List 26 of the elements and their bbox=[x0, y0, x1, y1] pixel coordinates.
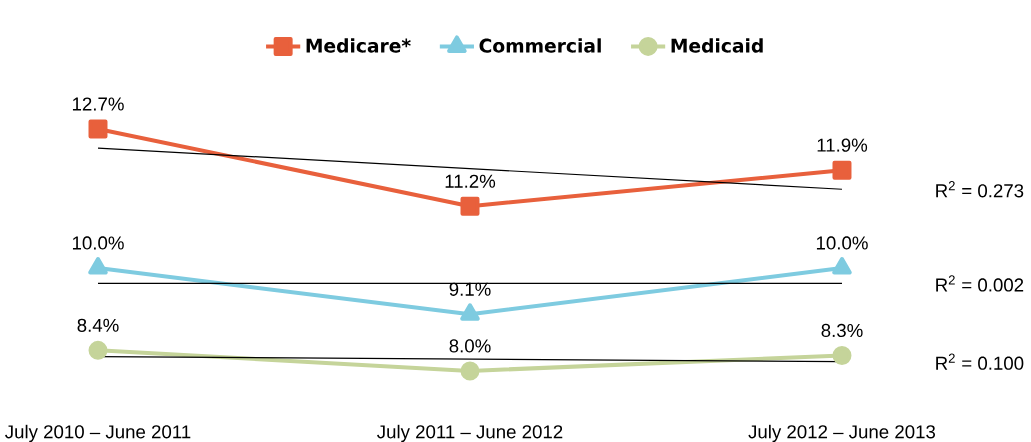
legend-label: Medicaid bbox=[671, 38, 763, 53]
point bbox=[832, 160, 852, 180]
point bbox=[460, 196, 480, 216]
data-label: 10.0% bbox=[72, 236, 124, 250]
point bbox=[460, 361, 480, 381]
data-label: 8.3% bbox=[821, 323, 863, 338]
point bbox=[88, 119, 108, 139]
point bbox=[88, 257, 108, 275]
data-label: 11.2% bbox=[445, 174, 496, 188]
point bbox=[832, 257, 852, 275]
data-label: 12.7% bbox=[72, 97, 124, 111]
text: R$^{2}$ = 0.100 bbox=[936, 353, 1024, 370]
x-tick-label: July 2010 – June 2011 bbox=[5, 424, 191, 442]
point bbox=[88, 340, 108, 360]
data-label: 11.9% bbox=[817, 138, 868, 152]
x-tick-label: July 2011 – June 2012 bbox=[377, 424, 563, 442]
x-tick-label: July 2012 – June 2013 bbox=[748, 424, 936, 442]
point bbox=[460, 303, 480, 321]
data-label: 8.0% bbox=[449, 339, 491, 353]
point bbox=[832, 346, 852, 366]
data-label: 10.0% bbox=[816, 236, 868, 250]
legend-label: Medicare* bbox=[306, 38, 411, 53]
text: R$^{2}$ = 0.273 bbox=[936, 181, 1024, 198]
text: R$^{2}$ = 0.002 bbox=[936, 275, 1024, 292]
legend-label: Commercial bbox=[479, 38, 601, 53]
data-label: 8.4% bbox=[77, 318, 119, 332]
